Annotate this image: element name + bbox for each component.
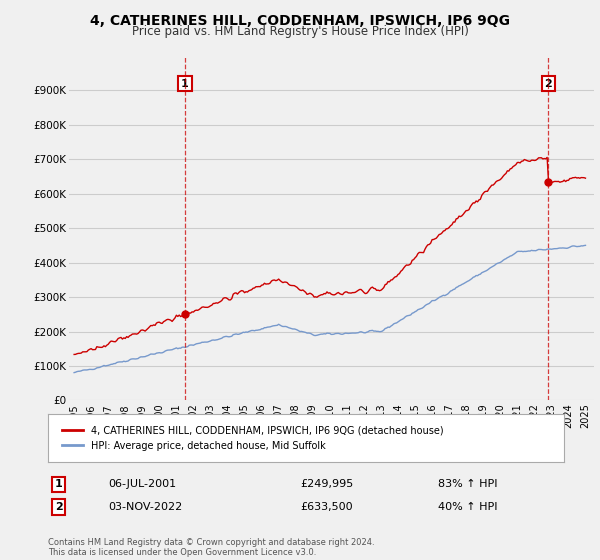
Text: 1: 1 xyxy=(55,479,62,489)
Text: Contains HM Land Registry data © Crown copyright and database right 2024.
This d: Contains HM Land Registry data © Crown c… xyxy=(48,538,374,557)
Text: 1: 1 xyxy=(181,78,189,88)
Text: £633,500: £633,500 xyxy=(300,502,353,512)
Text: 2: 2 xyxy=(545,78,553,88)
Text: 83% ↑ HPI: 83% ↑ HPI xyxy=(438,479,497,489)
Text: £249,995: £249,995 xyxy=(300,479,353,489)
Text: Price paid vs. HM Land Registry's House Price Index (HPI): Price paid vs. HM Land Registry's House … xyxy=(131,25,469,38)
Text: 40% ↑ HPI: 40% ↑ HPI xyxy=(438,502,497,512)
Text: 06-JUL-2001: 06-JUL-2001 xyxy=(108,479,176,489)
Text: 03-NOV-2022: 03-NOV-2022 xyxy=(108,502,182,512)
Text: 2: 2 xyxy=(55,502,62,512)
Text: 4, CATHERINES HILL, CODDENHAM, IPSWICH, IP6 9QG: 4, CATHERINES HILL, CODDENHAM, IPSWICH, … xyxy=(90,14,510,28)
Legend: 4, CATHERINES HILL, CODDENHAM, IPSWICH, IP6 9QG (detached house), HPI: Average p: 4, CATHERINES HILL, CODDENHAM, IPSWICH, … xyxy=(58,422,448,455)
